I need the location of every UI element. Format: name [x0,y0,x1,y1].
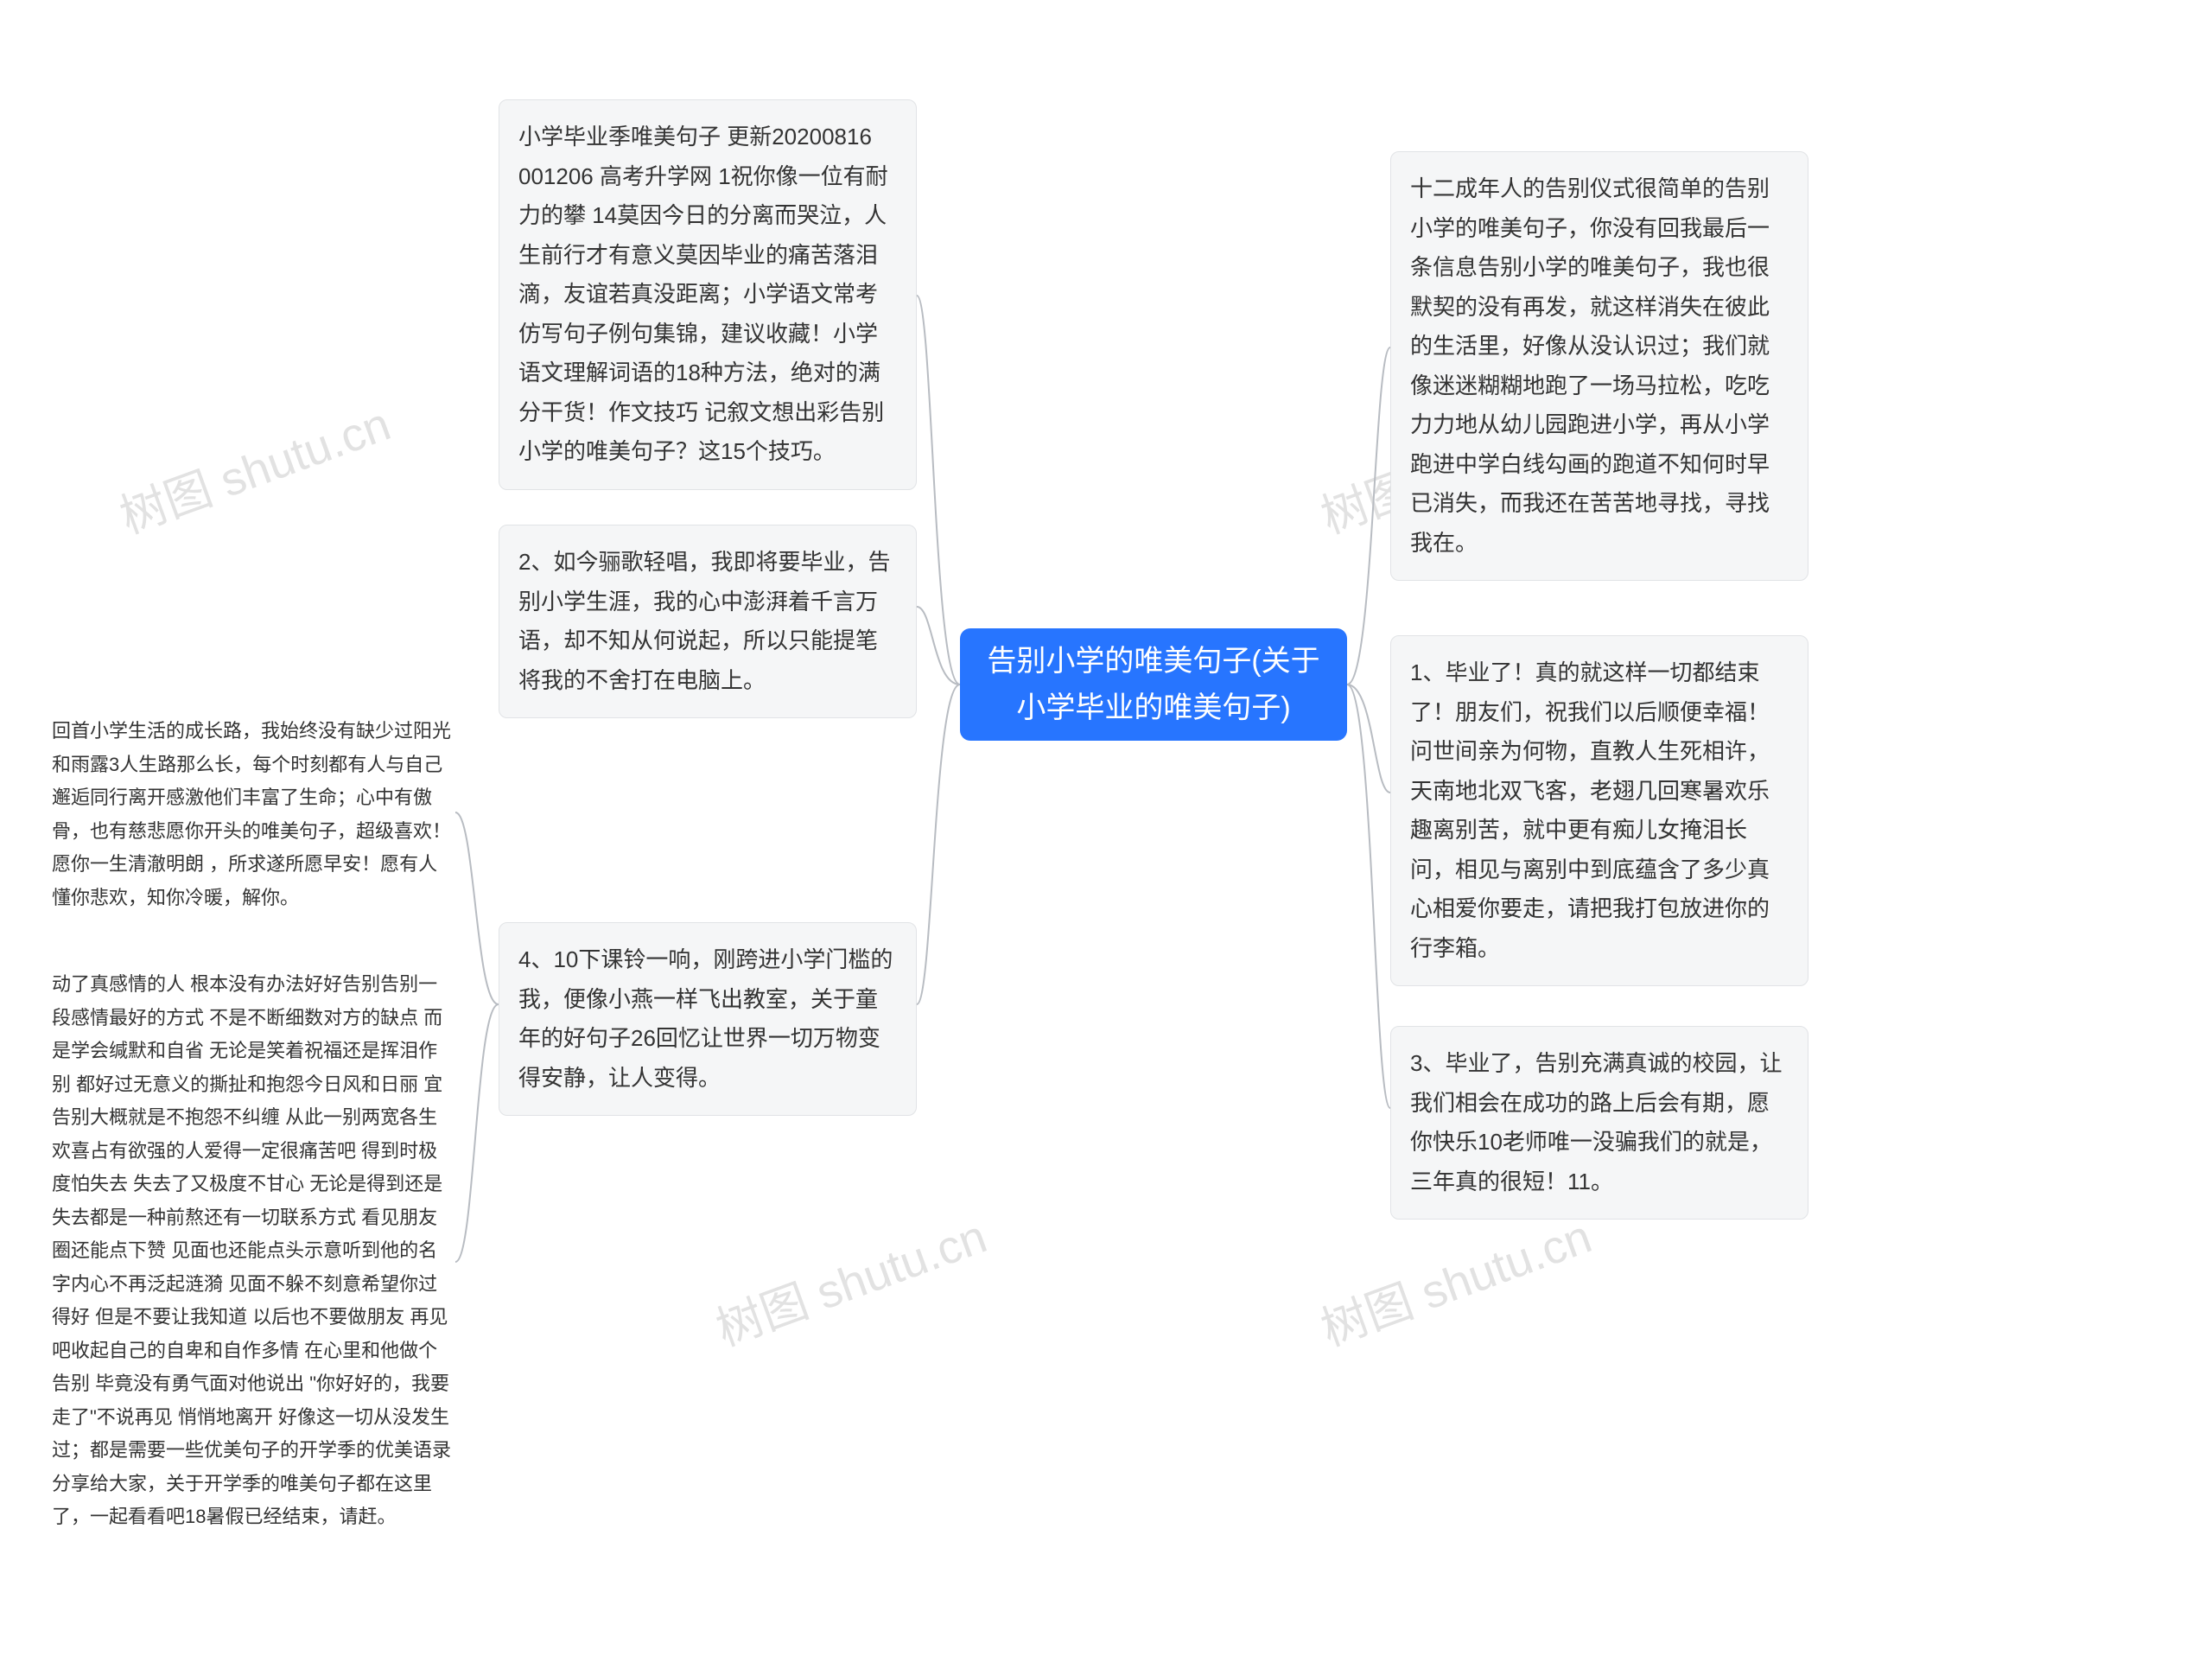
node-text: 1、毕业了！真的就这样一切都结束了！朋友们，祝我们以后顺便幸福！问世间亲为何物，… [1410,659,1770,961]
left-node-2[interactable]: 2、如今骊歌轻唱，我即将要毕业，告别小学生涯，我的心中澎湃着千言万语，却不知从何… [499,525,917,718]
node-text: 回首小学生活的成长路，我始终没有缺少过阳光和雨露3人生路那么长，每个时刻都有人与… [52,720,451,908]
far-left-node-1[interactable]: 回首小学生活的成长路，我始终没有缺少过阳光和雨露3人生路那么长，每个时刻都有人与… [52,715,455,914]
connector [917,685,960,1004]
node-text: 3、毕业了，告别充满真诚的校园，让我们相会在成功的路上后会有期，愿你快乐10老师… [1410,1050,1782,1194]
mindmap-canvas: 树图 shutu.cn 树图 shutu.cn 树图 shutu.cn 树图 s… [0,0,2212,1656]
connector [455,812,499,1004]
watermark: 树图 shutu.cn [109,385,397,546]
connector [455,1004,499,1262]
left-node-1[interactable]: 小学毕业季唯美句子 更新20200816 001206 高考升学网 1祝你像一位… [499,99,917,490]
connector [1347,685,1390,1108]
left-node-3[interactable]: 4、10下课铃一响，刚跨进小学门槛的我，便像小燕一样飞出教室，关于童年的好句子2… [499,922,917,1116]
node-text: 2、如今骊歌轻唱，我即将要毕业，告别小学生涯，我的心中澎湃着千言万语，却不知从何… [518,549,890,693]
connector [917,296,960,685]
node-text: 小学毕业季唯美句子 更新20200816 001206 高考升学网 1祝你像一位… [518,124,888,464]
connector [917,607,960,685]
watermark-text: 树图 shutu.cn [709,1211,993,1356]
far-left-node-2[interactable]: 动了真感情的人 根本没有办法好好告别告别一段感情最好的方式 不是不断细数对方的缺… [52,968,455,1534]
node-text: 十二成年人的告别仪式很简单的告别小学的唯美句子，你没有回我最后一条信息告别小学的… [1410,175,1770,556]
connector [1347,347,1390,685]
right-node-1[interactable]: 十二成年人的告别仪式很简单的告别小学的唯美句子，你没有回我最后一条信息告别小学的… [1390,151,1808,581]
right-node-3[interactable]: 3、毕业了，告别充满真诚的校园，让我们相会在成功的路上后会有期，愿你快乐10老师… [1390,1026,1808,1220]
watermark: 树图 shutu.cn [705,1198,994,1359]
root-node[interactable]: 告别小学的唯美句子(关于小学毕业的唯美句子) [960,628,1347,741]
connector [1347,685,1390,793]
watermark-text: 树图 shutu.cn [1314,1211,1598,1356]
right-node-2[interactable]: 1、毕业了！真的就这样一切都结束了！朋友们，祝我们以后顺便幸福！问世间亲为何物，… [1390,635,1808,986]
watermark: 树图 shutu.cn [1310,1198,1599,1359]
root-text: 告别小学的唯美句子(关于小学毕业的唯美句子) [984,638,1323,732]
node-text: 动了真感情的人 根本没有办法好好告别告别一段感情最好的方式 不是不断细数对方的缺… [52,973,451,1527]
watermark-text: 树图 shutu.cn [113,398,397,544]
node-text: 4、10下课铃一响，刚跨进小学门槛的我，便像小燕一样飞出教室，关于童年的好句子2… [518,946,893,1091]
